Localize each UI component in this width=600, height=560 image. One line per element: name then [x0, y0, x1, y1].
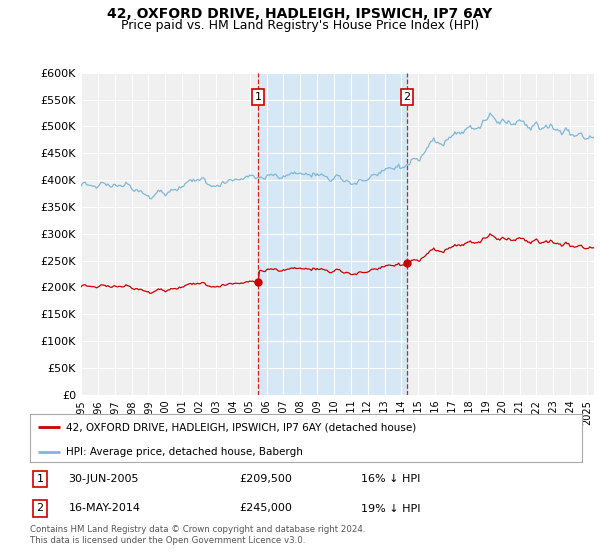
Text: HPI: Average price, detached house, Babergh: HPI: Average price, detached house, Babe…	[66, 446, 303, 456]
Text: 42, OXFORD DRIVE, HADLEIGH, IPSWICH, IP7 6AY: 42, OXFORD DRIVE, HADLEIGH, IPSWICH, IP7…	[107, 7, 493, 21]
Text: 42, OXFORD DRIVE, HADLEIGH, IPSWICH, IP7 6AY (detached house): 42, OXFORD DRIVE, HADLEIGH, IPSWICH, IP7…	[66, 422, 416, 432]
Text: 2: 2	[37, 503, 43, 514]
Bar	[258, 73, 407, 395]
Text: Contains HM Land Registry data © Crown copyright and database right 2024.
This d: Contains HM Land Registry data © Crown c…	[30, 525, 365, 545]
Text: 19% ↓ HPI: 19% ↓ HPI	[361, 503, 421, 514]
Text: 1: 1	[37, 474, 43, 484]
Text: Price paid vs. HM Land Registry's House Price Index (HPI): Price paid vs. HM Land Registry's House …	[121, 19, 479, 32]
Text: 16% ↓ HPI: 16% ↓ HPI	[361, 474, 421, 484]
Text: 16-MAY-2014: 16-MAY-2014	[68, 503, 140, 514]
Text: 1: 1	[254, 92, 262, 102]
Text: £245,000: £245,000	[240, 503, 293, 514]
Text: £209,500: £209,500	[240, 474, 293, 484]
Text: 30-JUN-2005: 30-JUN-2005	[68, 474, 139, 484]
Text: 2: 2	[404, 92, 410, 102]
